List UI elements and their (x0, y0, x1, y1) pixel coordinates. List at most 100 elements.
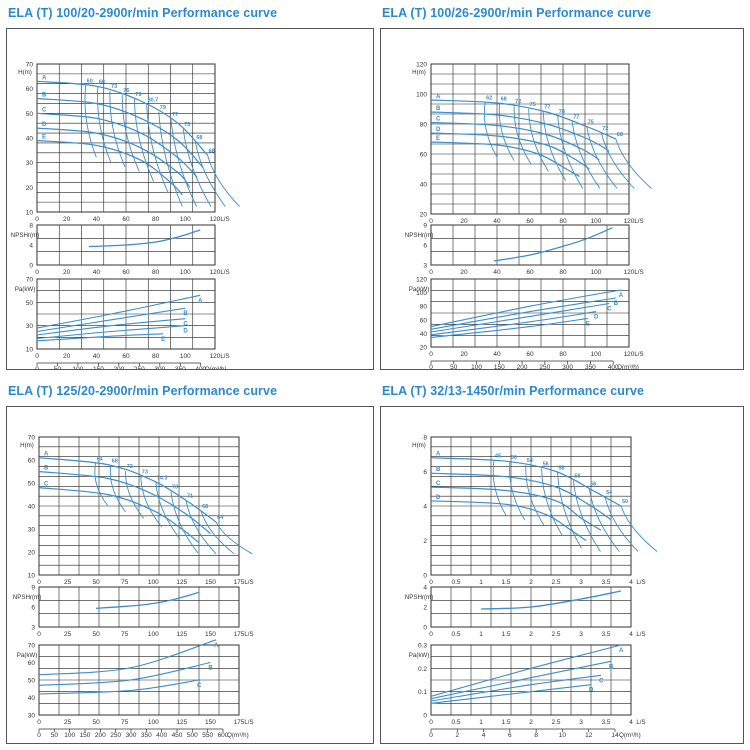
curve-label: B (614, 301, 619, 307)
plot-border (430, 586, 632, 628)
npsh-curve (493, 227, 613, 262)
x-tick-label: 0 (429, 218, 433, 225)
npsh-curve (88, 229, 201, 248)
power-curve (430, 317, 588, 339)
x-axis-label: L/S (220, 269, 229, 276)
q-tick-label: 8 (534, 732, 538, 739)
efficiency-curve (615, 138, 652, 189)
q-tick-label: 450 (172, 732, 183, 739)
x-tick-label: 1 (479, 719, 483, 726)
q-tick-label: 50 (51, 732, 59, 739)
x-axis-label: L/S (220, 353, 229, 360)
efficiency-curve (109, 90, 126, 167)
efficiency-label: 77 (172, 112, 178, 118)
efficiency-curve (133, 98, 155, 182)
efficiency-curve (109, 465, 126, 513)
power-plot: 0 0.1 0.2 0.3 0 0.5 1 1.5 2 2.5 3 3.5 4 Pa(kW) L/S A B CD… (409, 643, 646, 740)
efficiency-label: 75 (588, 120, 594, 126)
power-curve (36, 325, 186, 340)
head-curve (38, 487, 200, 544)
y-tick-label: 6 (31, 605, 35, 612)
y-axis-label: H(m) (20, 442, 34, 449)
q-tick-label: 350 (175, 366, 186, 369)
y-tick-label: 70 (28, 643, 36, 650)
x-tick-label: 0 (35, 269, 39, 276)
x-tick-label: 25 (64, 719, 72, 726)
efficiency-label: 73 (111, 84, 117, 90)
efficiency-curve (207, 155, 240, 207)
head-curve (430, 472, 612, 521)
x-tick-label: 20 (63, 353, 71, 360)
head-curve (430, 457, 622, 507)
curve-label: D (436, 495, 441, 501)
x-tick-label: 120 (624, 269, 635, 276)
q-tick-label: 250 (539, 364, 550, 369)
y-axis-label: H(m) (412, 69, 426, 76)
power-curve (430, 311, 597, 336)
efficiency-label: 62 (486, 95, 492, 101)
q-tick-label: 250 (134, 366, 145, 369)
efficiency-label: 71 (187, 493, 193, 499)
y-tick-label: 60 (420, 152, 428, 159)
curve-label: A (44, 452, 49, 458)
y-tick-label: 0.2 (418, 666, 427, 673)
npsh-plot: 3 6 9 0 20 40 60 80 100 120 NPSHr(m) L/S (405, 223, 644, 277)
q-tick-label: 12 (585, 732, 593, 739)
x-tick-label: 0 (429, 579, 433, 586)
q-tick-label: 350 (585, 364, 596, 369)
efficiency-label: 79 (160, 105, 166, 111)
x-tick-label: 100 (591, 351, 602, 358)
curve-label: A (436, 452, 441, 458)
efficiency-label: 64 (217, 515, 224, 521)
x-tick-label: 60 (526, 218, 534, 225)
efficiency-curve (121, 94, 140, 172)
q-tick-label: 10 (559, 732, 567, 739)
efficiency-label: 80.7 (148, 97, 159, 103)
x-tick-label: 20 (460, 269, 468, 276)
efficiency-curve (557, 472, 582, 549)
y-tick-label: 10 (26, 210, 34, 217)
y-axis-label: NPSHr(m) (405, 594, 434, 601)
q-axis-label: Q(m³/h) (205, 366, 227, 369)
power-curve (38, 661, 211, 686)
y-tick-label: 2 (423, 538, 427, 545)
efficiency-curve (620, 505, 658, 552)
y-axis-label: NPSHr(m) (405, 232, 434, 239)
x-tick-label: 20 (63, 216, 71, 223)
y-tick-label: 120 (416, 62, 427, 69)
y-tick-label: 30 (28, 713, 36, 720)
head-curve (430, 132, 590, 170)
x-tick-label: 3.5 (601, 719, 610, 726)
efficiency-label: 76 (123, 88, 129, 94)
x-tick-label: 60 (122, 216, 130, 223)
y-tick-label: 60 (420, 317, 428, 324)
q-tick-label: 500 (187, 732, 198, 739)
y-tick-label: 8 (423, 435, 427, 442)
efficiency-curve (185, 500, 217, 555)
q-tick-label: 100 (73, 366, 84, 369)
x-tick-label: 2.5 (551, 631, 560, 638)
x-tick-label: 75 (121, 631, 129, 638)
efficiency-label: 68 (99, 80, 105, 86)
power-curve (36, 294, 201, 329)
curve-label: C (436, 117, 441, 123)
x-tick-label: 3 (579, 631, 583, 638)
y-tick-label: 60 (28, 660, 36, 667)
efficiency-label: 50 (511, 455, 517, 461)
efficiency-curve (140, 476, 163, 528)
y-tick-label: 50 (26, 300, 34, 307)
power-curve (38, 679, 200, 695)
plot-border (38, 436, 240, 576)
efficiency-label: 68 (617, 132, 623, 138)
power-curve (36, 318, 186, 336)
panel-title: ELA (T) 125/20-2900r/min Performance cur… (8, 384, 278, 398)
x-tick-label: 40 (93, 269, 101, 276)
efficiency-label: 58 (559, 465, 565, 471)
q-tick-label: 14 (611, 732, 619, 739)
chart-frame: 20 40 60 80 100 120 0 20 40 60 80 100 120 H(m) L/S A B C D… (380, 28, 744, 371)
q-axis-label: Q(m³/h) (617, 364, 639, 369)
